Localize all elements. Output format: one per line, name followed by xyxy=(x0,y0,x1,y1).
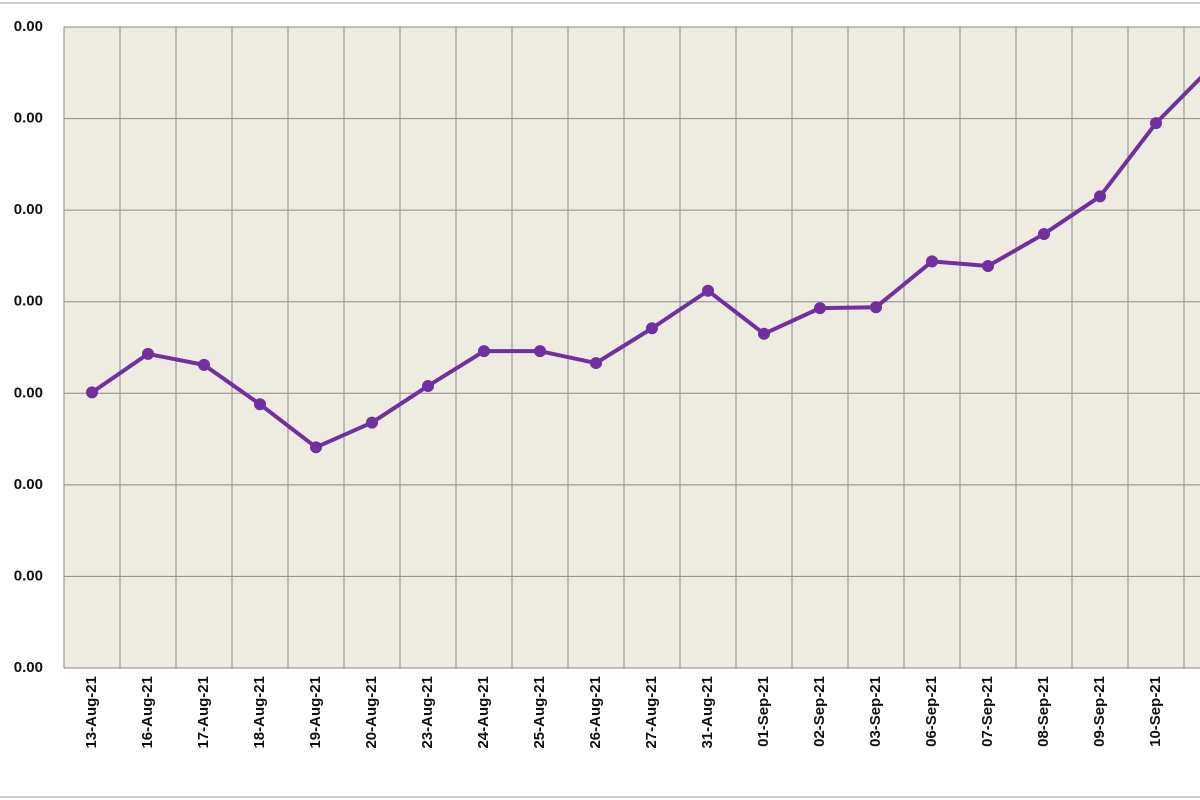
y-tick-label: 0.00 xyxy=(14,384,43,401)
data-point xyxy=(814,302,826,315)
x-tick-label: 19-Aug-21 xyxy=(307,676,324,749)
x-tick-label: 31-Aug-21 xyxy=(699,676,716,749)
plot-area xyxy=(64,27,1200,668)
x-tick-label: 06-Sep-21 xyxy=(923,676,940,747)
data-point xyxy=(590,357,602,370)
data-point xyxy=(422,379,434,392)
data-point xyxy=(142,347,154,360)
y-tick-label: 0.00 xyxy=(14,659,43,676)
x-tick-label: 20-Aug-21 xyxy=(363,676,380,749)
data-point xyxy=(534,345,546,358)
data-point xyxy=(1150,117,1162,130)
y-tick-label: 0.00 xyxy=(14,293,43,310)
data-point xyxy=(198,358,210,371)
data-point xyxy=(646,322,658,335)
data-point xyxy=(982,260,994,273)
y-tick-label: 0.00 xyxy=(14,18,43,35)
x-tick-label: 09-Sep-21 xyxy=(1091,676,1108,747)
y-tick-label: 0.00 xyxy=(14,201,43,218)
x-tick-label: 03-Sep-21 xyxy=(867,676,884,747)
x-tick-label: 17-Aug-21 xyxy=(195,676,212,749)
x-tick-label: 26-Aug-21 xyxy=(587,676,604,749)
data-point xyxy=(870,301,882,314)
data-point xyxy=(702,284,714,297)
data-point xyxy=(478,345,490,358)
x-tick-label: 18-Aug-21 xyxy=(251,676,268,749)
data-point xyxy=(926,255,938,268)
x-tick-label: 23-Aug-21 xyxy=(419,676,436,749)
y-tick-label: 0.00 xyxy=(14,567,43,584)
data-point xyxy=(1038,227,1050,240)
data-point xyxy=(758,327,770,340)
x-tick-label: 25-Aug-21 xyxy=(531,676,548,749)
data-point xyxy=(254,398,266,411)
x-tick-label: 07-Sep-21 xyxy=(979,676,996,747)
y-tick-label: 0.00 xyxy=(14,110,43,127)
data-point xyxy=(86,386,98,399)
x-tick-label: 16-Aug-21 xyxy=(139,676,156,749)
x-tick-label: 24-Aug-21 xyxy=(475,676,492,749)
y-tick-label: 0.00 xyxy=(14,476,43,493)
data-point xyxy=(1094,190,1106,203)
data-point xyxy=(366,416,378,429)
x-tick-label: 02-Sep-21 xyxy=(811,676,828,747)
data-point xyxy=(310,441,322,454)
x-tick-label: 27-Aug-21 xyxy=(643,676,660,749)
x-tick-label: 13-Aug-21 xyxy=(83,676,100,749)
x-tick-label: 08-Sep-21 xyxy=(1035,676,1052,747)
x-tick-label: 10-Sep-21 xyxy=(1147,676,1164,747)
x-tick-label: 01-Sep-21 xyxy=(755,676,772,747)
